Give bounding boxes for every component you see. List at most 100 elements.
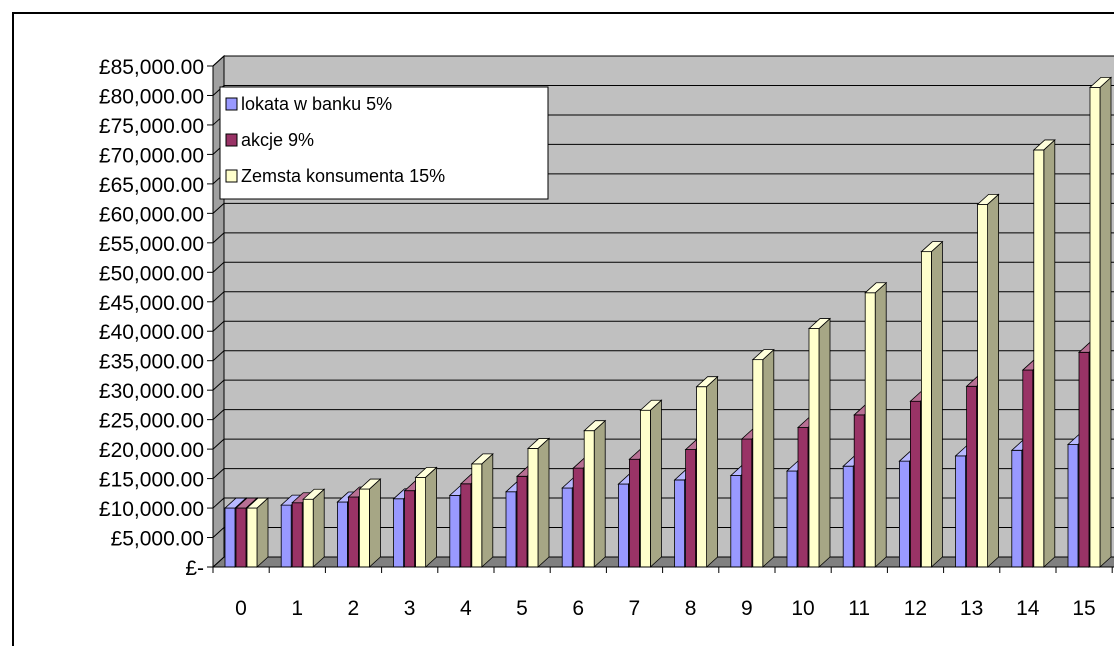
bar-front [347,496,359,568]
bar [526,437,551,568]
gridline [212,232,1114,244]
bar-front [618,483,629,568]
bar-side [987,193,999,568]
legend-swatch [225,169,238,183]
bar [583,419,607,568]
y-tick-label: £50,000.00 [99,262,204,285]
legend: lokata w banku 5% akcje 9% Zemsta konsumen… [219,86,549,200]
gridline [212,497,1114,509]
bar-side [1099,76,1112,568]
bar-front [460,483,472,568]
bar-front [224,507,236,568]
gridline [212,350,1114,362]
y-tick-label: £25,000.00 [99,410,204,433]
bar-top [245,497,270,509]
y-tick-label: £70,000.00 [99,144,204,167]
y-tick-label: £80,000.00 [99,85,204,108]
gridline [212,55,1114,67]
bar-front [246,507,258,568]
bar-side [256,497,269,568]
bar-front [966,385,977,568]
bar-top [470,453,494,465]
legend-item: akcje 9% [225,130,314,150]
bar [245,497,270,568]
bar-front [393,498,405,568]
bar-top [302,488,326,500]
bar-front [235,507,247,568]
bar-front [786,470,798,568]
x-tick-label: 2 [348,597,360,620]
gridline [212,261,1114,273]
bar-front [685,449,696,568]
y-tick-label: £85,000.00 [99,56,204,79]
bar-front [1067,444,1079,568]
bar [976,193,1000,568]
bar-top [639,399,663,411]
bar-front [449,494,461,568]
bar-side [481,453,494,568]
bar [1088,76,1113,568]
bar [695,375,719,568]
bar-front [1078,351,1090,568]
y-tick-label: £40,000.00 [99,321,204,344]
axes: £- £5,000.00 £10,000.00 £15,000.00 £20,000.0… [99,56,1114,620]
bar-front [752,359,764,568]
bar [1032,139,1056,568]
bar-front [572,467,584,568]
bar-front [415,476,427,568]
x-tick-label: 13 [960,597,983,620]
bar-front [629,458,640,568]
bar-front [899,460,910,568]
bar-front [808,328,820,568]
y-tick-label: £60,000.00 [99,203,204,226]
bar-top [807,318,832,329]
gridline [212,438,1114,450]
bar [639,399,663,568]
legend-swatch [225,97,238,111]
bar-side [818,317,831,568]
bar-front [1022,369,1034,568]
bar-front [516,475,528,568]
legend-swatch [225,133,238,147]
bar-top [1032,139,1056,151]
bar-front [336,501,348,568]
bar [864,281,888,568]
gridline [212,527,1114,538]
x-tick-label: 1 [291,597,303,620]
bar-front [864,292,876,568]
legend-label: lokata w banku 5% [241,94,392,114]
bar-front [910,400,921,568]
bar-front [583,430,595,568]
bar-side [931,240,943,568]
bar-top [1088,76,1113,88]
y-tick-label: £75,000.00 [99,115,204,138]
gridline [212,468,1114,479]
bar [414,466,438,568]
gridline [212,202,1114,214]
bar-side [1043,139,1056,568]
bar-front [358,488,370,568]
y-tick-label: £30,000.00 [99,380,204,403]
x-tick-label: 0 [235,597,247,620]
bar-front [921,251,932,568]
bar-front [291,502,303,568]
gridline [212,379,1114,391]
y-tick-label: £5,000.00 [111,528,204,551]
bar [751,348,775,568]
bar-front [1011,449,1023,568]
gridline [212,291,1114,303]
x-tick-label: 7 [629,597,641,620]
bar-side [537,437,550,568]
bar-front [797,427,809,568]
y-tick-label: £65,000.00 [99,174,204,197]
x-tick-label: 9 [741,597,753,620]
bar-front [741,438,753,568]
bar-side [425,466,438,568]
bar-top [864,282,888,294]
y-tick-label: £35,000.00 [99,351,204,374]
x-tick-label: 10 [791,597,814,620]
bar-front [280,504,292,568]
bar-front [674,479,685,568]
bar-front [404,490,416,568]
